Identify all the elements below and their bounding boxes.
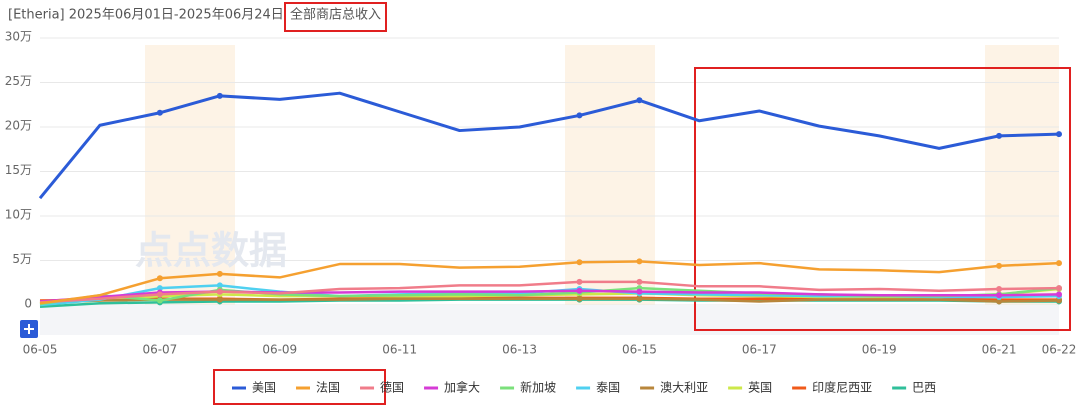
x-tick-label: 06-07 [142,343,177,357]
series-line [39,280,1060,304]
y-tick-label: 5万 [12,252,32,266]
data-point [216,282,223,289]
data-point [636,288,643,295]
legend-item[interactable]: 法国 [296,381,340,395]
data-point [1056,131,1062,138]
legend-label: 英国 [748,381,772,395]
series-line [39,260,1060,305]
data-point [1056,291,1062,298]
y-tick-label: 30万 [5,30,32,44]
chart-title: [Etheria] 2025年06月01日-2025年06月24日 [8,8,284,23]
data-point [216,270,223,277]
legend-label: 泰国 [596,381,620,395]
data-point [576,112,583,119]
x-tick-label: 06-13 [502,343,537,357]
highlight-box [284,2,387,32]
data-point [996,262,1003,269]
data-point [576,278,583,285]
legend-item[interactable]: 英国 [728,381,772,395]
y-tick-label: 25万 [5,74,32,88]
data-point [636,278,643,285]
data-point [156,297,163,304]
weekend-bands [145,45,1059,312]
data-point [1056,285,1062,292]
y-tick-label: 0 [24,297,32,311]
legend-item[interactable]: 美国 [232,381,276,395]
data-point [156,291,163,298]
data-point [636,97,643,104]
highlight-box [694,67,1071,331]
x-tick-label: 06-21 [982,343,1017,357]
data-point [996,292,1003,299]
x-tick-label: 06-05 [23,343,58,357]
data-point [576,287,583,294]
data-point [996,132,1003,139]
data-point [576,259,583,266]
data-point [636,258,643,265]
data-point [996,298,1003,305]
data-point [1056,260,1062,267]
data-point [156,109,163,116]
x-tick-label: 06-11 [382,343,417,357]
watermark: 点点数据 [135,229,287,273]
legend-label: 美国 [252,381,276,395]
x-tick-label: 06-09 [262,343,297,357]
legend-item[interactable]: 加拿大 [424,380,480,395]
chart-metric: 全部商店总收入 [290,7,381,23]
x-tick-label: 06-15 [622,343,657,357]
legend-label: 巴西 [912,381,936,395]
legend-item[interactable]: 泰国 [576,381,620,395]
legend-item[interactable]: 德国 [360,380,404,395]
data-point [216,92,223,99]
series-line [38,91,1060,200]
data-point [1056,297,1062,304]
y-tick-label: 10万 [5,208,32,222]
legend-item[interactable]: 巴西 [892,381,936,395]
y-tick-label: 15万 [5,163,32,177]
add-button[interactable] [20,320,38,338]
legend-label: 印度尼西亚 [812,380,872,395]
series-line [39,297,1060,304]
legend-item[interactable]: 印度尼西亚 [792,380,872,395]
x-tick-label: 06-22 [1042,343,1077,357]
legend-label: 法国 [316,381,340,395]
weekend-band [145,45,235,312]
legend-label: 新加坡 [520,380,556,395]
legend-label: 德国 [380,380,404,395]
weekend-band [565,45,655,312]
data-point [216,296,223,303]
legend-label: 加拿大 [444,380,480,395]
highlight-box [213,369,386,405]
weekend-band [985,45,1059,312]
data-point [156,275,163,282]
x-tick-label: 06-17 [742,343,777,357]
data-point [216,288,223,295]
data-point [576,295,583,302]
legend-item[interactable]: 新加坡 [500,380,556,395]
data-point [996,285,1003,292]
data-point [636,295,643,302]
legend-item[interactable]: 澳大利亚 [640,381,708,395]
y-tick-label: 20万 [5,119,32,133]
legend-label: 澳大利亚 [660,381,708,395]
x-tick-label: 06-19 [862,343,897,357]
data-point [156,285,163,292]
